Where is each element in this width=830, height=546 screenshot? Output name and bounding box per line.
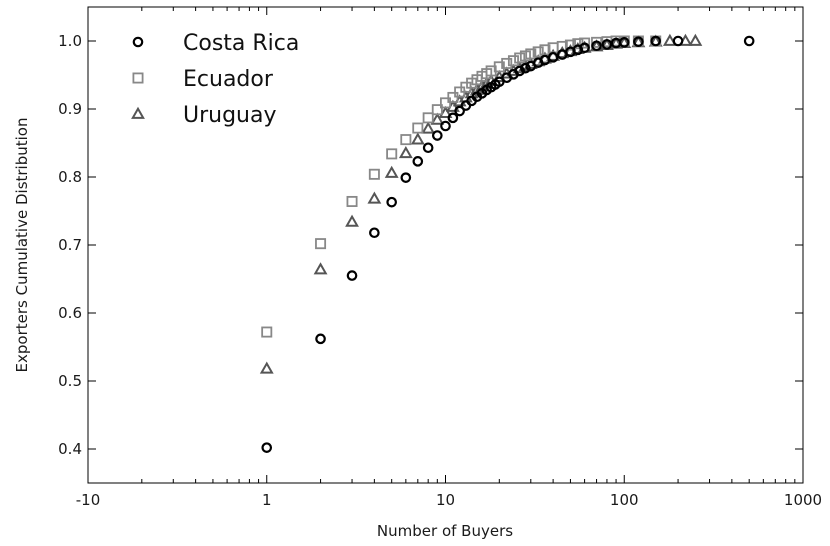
data-point	[315, 238, 327, 250]
data-point	[564, 39, 576, 51]
y-tick-label: 0.9	[58, 100, 82, 118]
data-point	[618, 37, 630, 48]
data-point	[447, 112, 459, 124]
data-point	[591, 36, 603, 48]
x-tick-label: 10	[436, 491, 455, 509]
data-point	[315, 333, 326, 345]
data-point	[662, 33, 677, 46]
data-point	[572, 44, 584, 56]
data-point	[410, 132, 425, 145]
data-point	[579, 37, 591, 49]
y-axis-title: Exporters Cumulative Distribution	[13, 118, 31, 373]
y-tick-label: 0.4	[58, 440, 82, 458]
data-point	[368, 168, 380, 180]
legend-label: Uruguay	[183, 103, 277, 128]
data-point	[400, 134, 412, 146]
data-point	[259, 361, 274, 374]
plot-frame	[87, 6, 804, 484]
series-costa-rica	[261, 35, 755, 453]
legend-label: Costa Rica	[183, 31, 299, 56]
axis-tick-labels: -10 1 10 100 1000 0.4 0.5 0.6 0.7 0.8 0.9 1.0	[58, 32, 822, 509]
y-tick-label: 1.0	[58, 32, 82, 50]
legend: Costa Rica Ecuador Uruguay	[131, 31, 299, 128]
y-tick-label: 0.7	[58, 236, 82, 254]
x-tick-label: 100	[610, 491, 639, 509]
data-point	[493, 61, 505, 73]
data-point	[438, 105, 453, 118]
legend-item: Uruguay	[131, 103, 277, 128]
legend-marker	[132, 36, 144, 48]
data-point	[422, 112, 434, 124]
data-point	[501, 57, 513, 69]
data-point	[386, 148, 398, 160]
data-point	[743, 35, 755, 47]
legend-item: Costa Rica	[132, 31, 299, 56]
data-point	[547, 52, 559, 63]
legend-item: Ecuador	[132, 67, 274, 92]
data-point	[532, 46, 544, 58]
data-point	[261, 326, 273, 338]
data-point	[261, 442, 273, 453]
data-point	[525, 48, 537, 60]
data-point	[514, 52, 526, 64]
data-point	[386, 196, 397, 208]
data-point	[398, 145, 413, 159]
data-point	[688, 33, 703, 46]
data-point	[454, 105, 465, 117]
data-point	[507, 55, 519, 67]
x-tick-label: -10	[76, 491, 101, 509]
data-point	[579, 42, 590, 54]
data-point	[440, 120, 451, 132]
data-point	[384, 165, 399, 178]
data-point	[412, 156, 424, 167]
data-point	[520, 62, 531, 74]
y-tick-label: 0.6	[58, 304, 82, 322]
data-point	[650, 35, 662, 47]
data-point	[421, 121, 436, 134]
data-point	[672, 35, 684, 47]
data-point	[422, 142, 434, 154]
data-point	[539, 44, 551, 56]
legend-marker	[131, 106, 145, 119]
data-point	[591, 40, 602, 52]
y-tick-label: 0.8	[58, 168, 82, 186]
x-axis-title: Number of Buyers	[377, 522, 513, 540]
data-point	[345, 214, 359, 227]
legend-label: Ecuador	[183, 67, 274, 92]
data-point	[633, 36, 644, 47]
data-point	[400, 172, 412, 183]
data-point	[346, 270, 358, 281]
legend-marker	[132, 72, 144, 84]
data-point	[346, 195, 358, 207]
axis-ticks	[87, 7, 804, 483]
y-tick-label: 0.5	[58, 372, 82, 390]
data-point	[313, 262, 328, 275]
data-markers	[259, 33, 755, 453]
data-point	[432, 130, 443, 141]
data-point	[412, 122, 424, 134]
data-point	[514, 65, 525, 77]
data-point	[369, 227, 380, 239]
data-point	[430, 112, 445, 125]
x-tick-label: 1	[262, 491, 272, 509]
x-tick-label: 1000	[784, 491, 822, 509]
data-point	[367, 191, 382, 204]
data-point	[431, 104, 443, 116]
